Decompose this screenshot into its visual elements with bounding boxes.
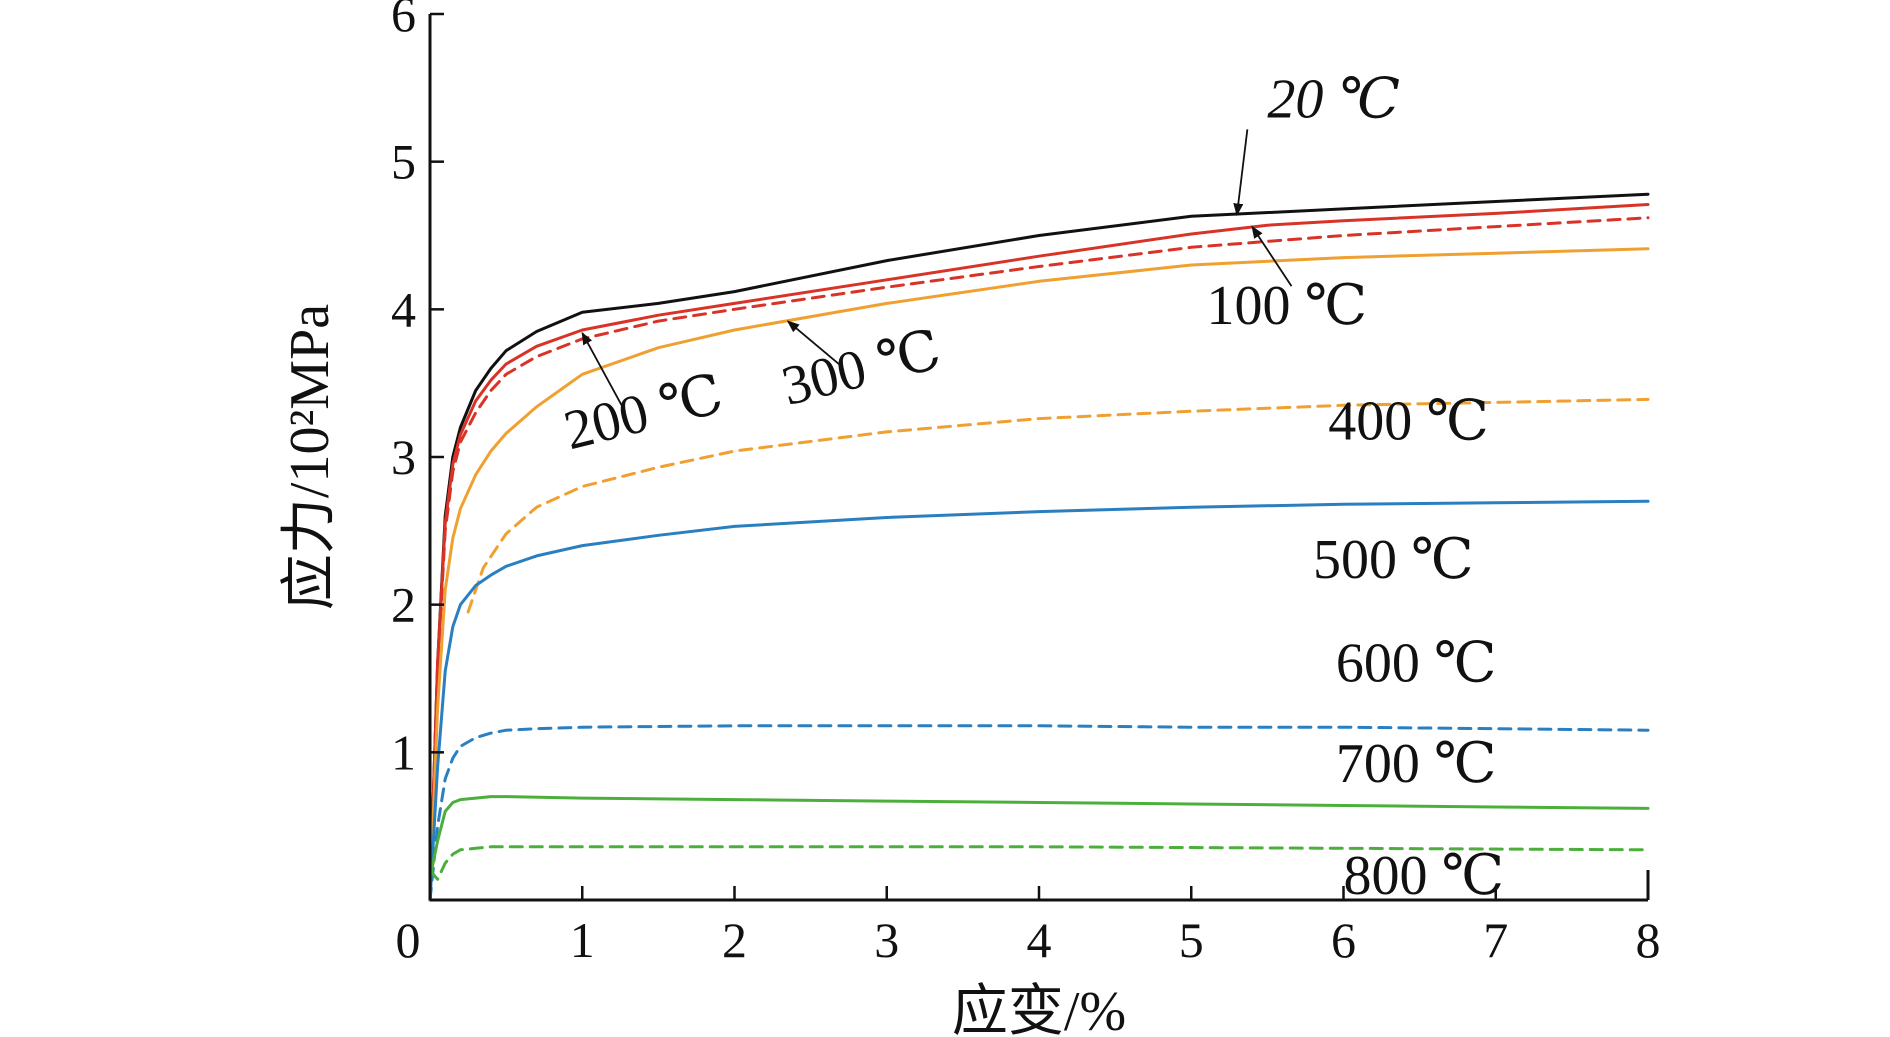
series-line [428, 499, 1650, 902]
x-tick-label: 7 [1483, 912, 1508, 968]
x-tick-label: 0 [396, 912, 421, 968]
y-tick-label: 5 [391, 134, 416, 190]
annotation-label: 200 ℃ [558, 363, 729, 462]
series-line [428, 216, 1650, 902]
y-tick-label: 6 [391, 0, 416, 42]
annotation-arrow [581, 331, 626, 413]
annotation-label: 400 ℃ [1328, 390, 1489, 452]
series-line [428, 247, 1650, 902]
y-axis-title: 应力/10²MPa [279, 304, 341, 610]
y-tick-label: 3 [391, 429, 416, 485]
x-tick-label: 5 [1179, 912, 1204, 968]
series-line [428, 795, 1650, 880]
annotation-label: 600 ℃ [1336, 632, 1497, 694]
y-tick-label: 2 [391, 577, 416, 633]
x-tick-label: 3 [874, 912, 899, 968]
annotation-label: 20 ℃ [1267, 68, 1400, 130]
y-tick-label: 1 [391, 724, 416, 780]
annotation-label: 100 ℃ [1206, 275, 1367, 337]
series-layer [428, 192, 1650, 902]
annotation-arrow [786, 320, 844, 369]
annotation-label: 700 ℃ [1336, 733, 1497, 795]
x-tick-label: 4 [1027, 912, 1052, 968]
annotation-arrow [1233, 129, 1249, 217]
annotation-label: 500 ℃ [1313, 529, 1474, 591]
series-line [428, 724, 1650, 902]
y-tick-label: 4 [391, 281, 416, 337]
x-tick-label: 1 [570, 912, 595, 968]
x-axis-title: 应变/% [952, 981, 1126, 1037]
annotation-arrow [1251, 225, 1293, 287]
x-tick-label: 8 [1636, 912, 1661, 968]
series-line [466, 397, 1650, 614]
x-tick-label: 2 [722, 912, 747, 968]
series-line [428, 845, 1650, 881]
series-line [428, 203, 1650, 902]
x-tick-label: 6 [1331, 912, 1356, 968]
annotation-label: 800 ℃ [1344, 845, 1505, 907]
ticks-layer: 0 1 2 3 4 5 6 7 8 1 2 3 4 5 6 [391, 0, 1661, 968]
